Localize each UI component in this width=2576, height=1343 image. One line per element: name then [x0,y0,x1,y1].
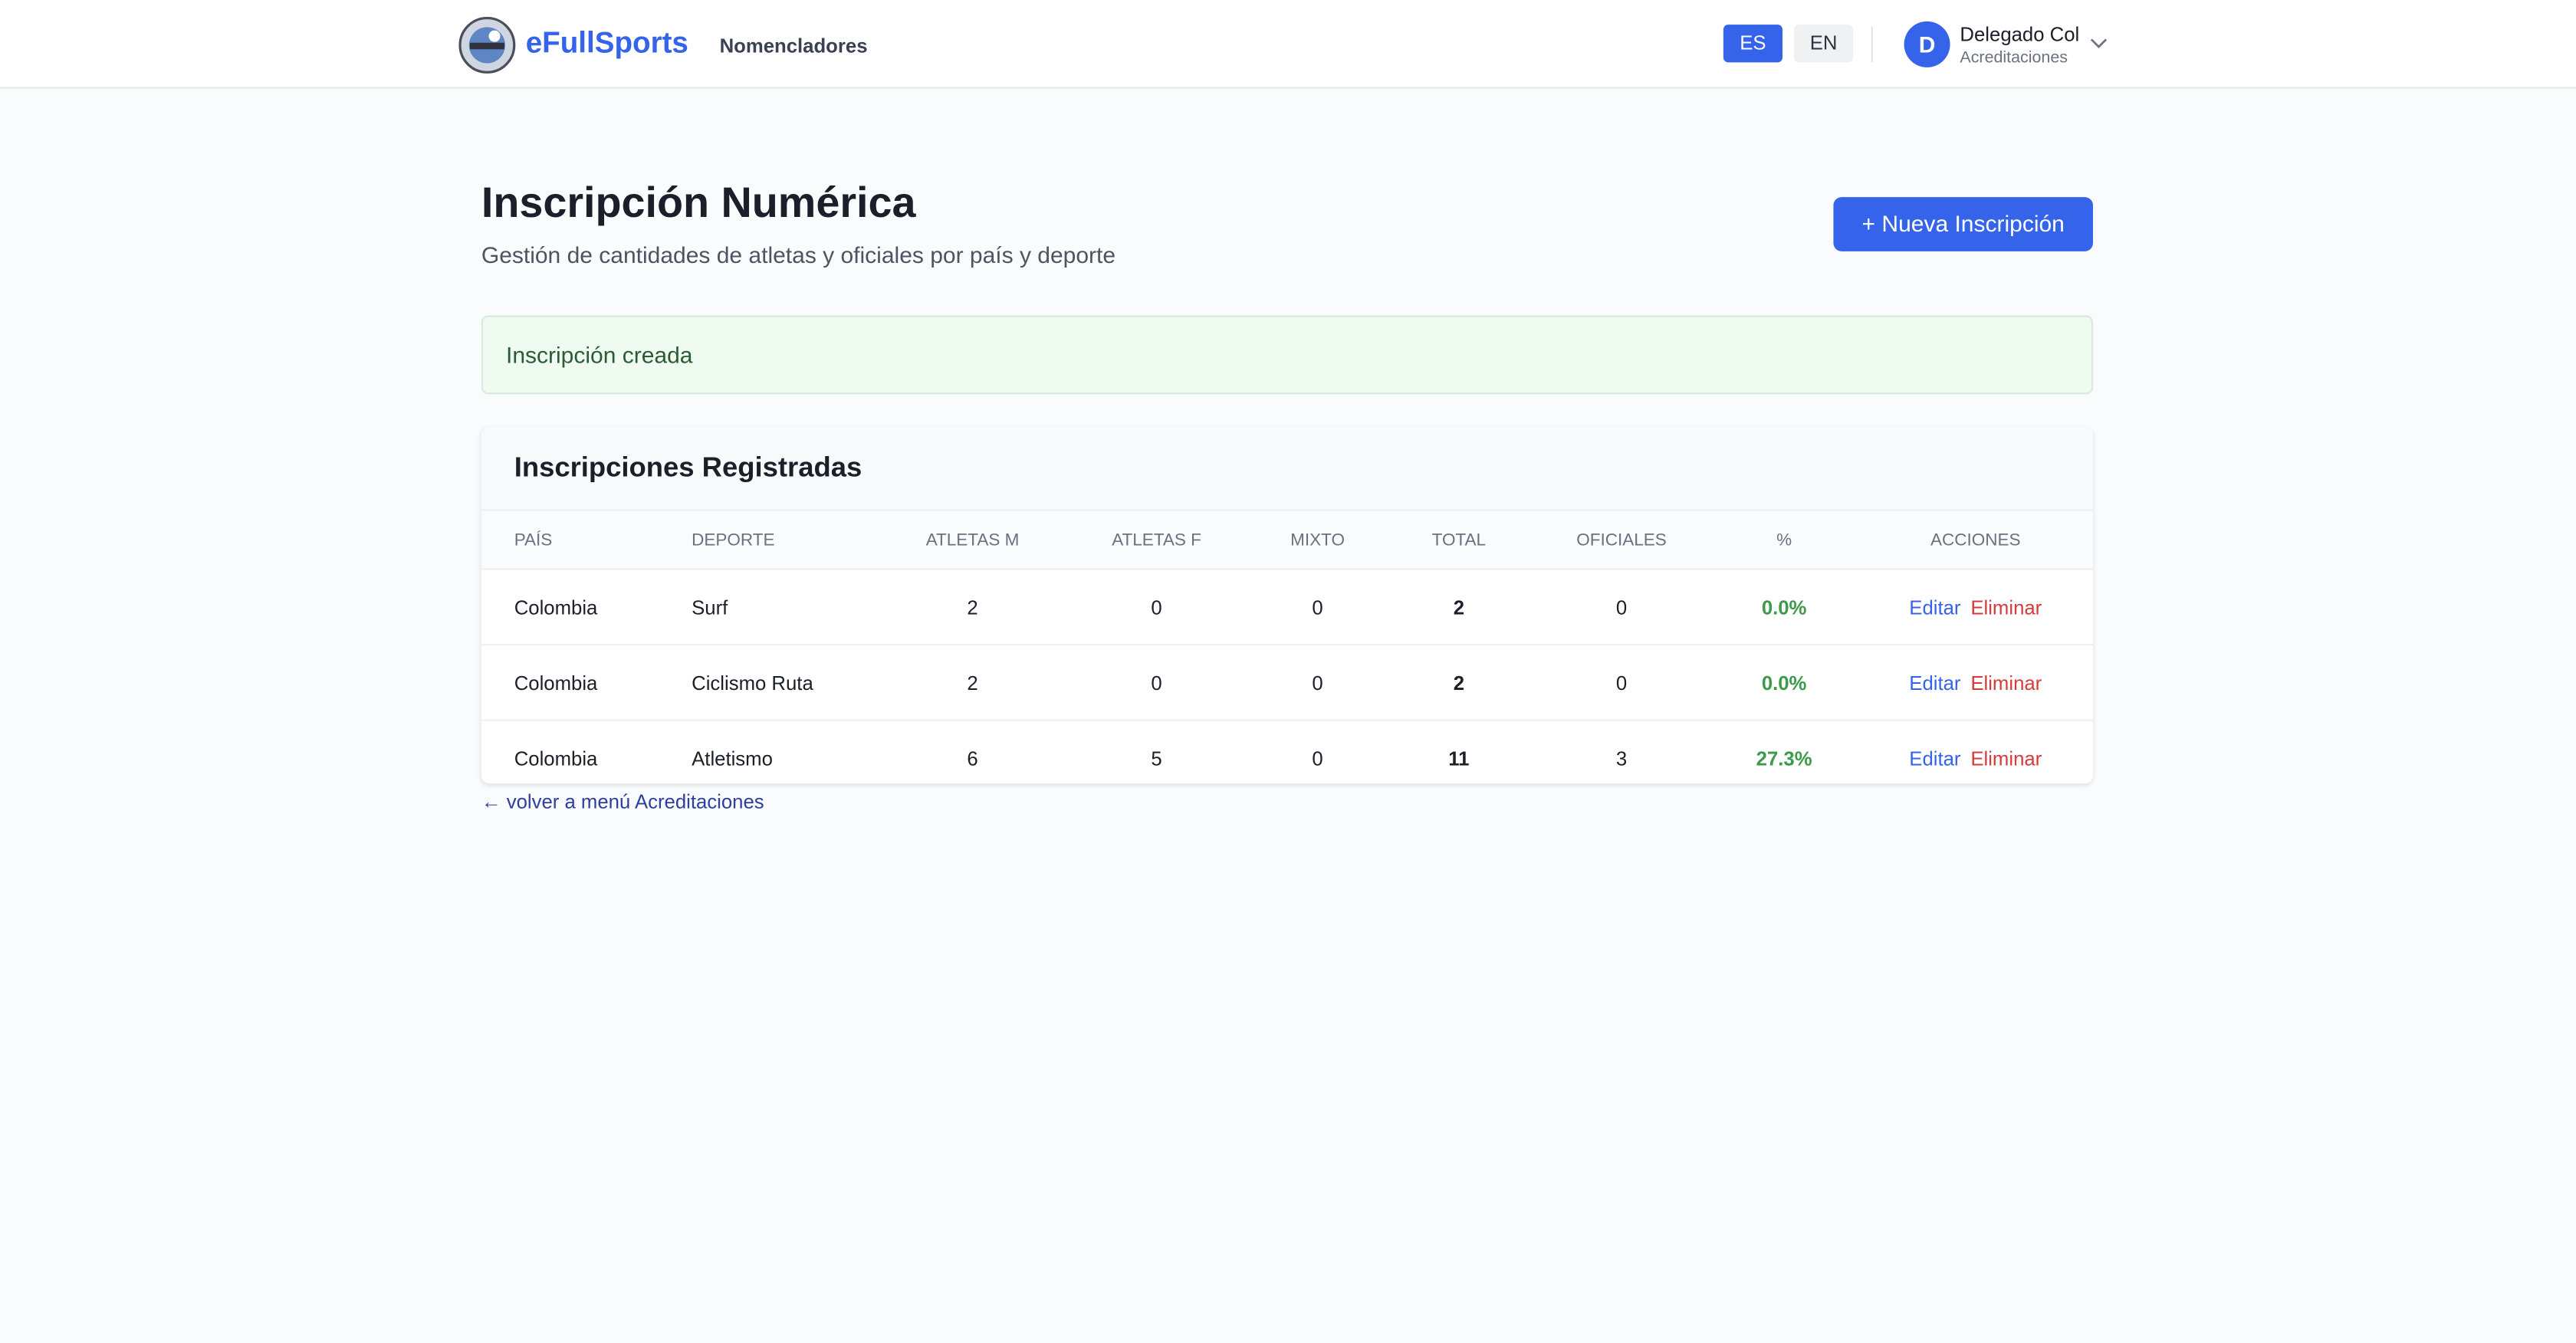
header-row: PAÍS DEPORTE ATLETAS M ATLETAS F MIXTO TOTAL O… [481,511,2093,570]
cell: 0 [1063,645,1250,721]
table-card: Inscripciones Registradas PAÍS DEPORTE ATL… [481,427,2093,784]
table-row: Colombia Ciclismo Ruta 2 0 0 2 0 0.0% Editar Elim… [481,645,2093,721]
delete-link[interactable]: Eliminar [1970,746,2042,770]
delete-link[interactable]: Eliminar [1970,595,2042,619]
column-header: OFICIALES [1533,511,1710,570]
cell: Ciclismo Ruta [659,645,882,721]
column-header: MIXTO [1250,511,1385,570]
user-name[interactable]: Delegado Col [1960,23,2080,46]
actions-cell: Editar Eliminar [1858,569,2093,646]
cell: Colombia [481,569,659,646]
column-header: TOTAL [1385,511,1533,570]
table: PAÍS DEPORTE ATLETAS M ATLETAS F MIXTO TOTAL O… [481,511,2093,783]
avatar[interactable]: D [1904,21,1950,67]
cell: 6 [967,746,978,770]
lang-button[interactable]: ES [1723,25,1783,63]
table-row: Colombia Atletismo 6 5 0 11 3 27.3% Editar Elimin… [481,721,2093,784]
cell: Colombia [514,746,598,770]
alert: Inscripción creada [481,315,2093,395]
edit-link[interactable]: Editar [1909,595,1961,619]
chevron[interactable] [2090,38,2108,49]
cell: Colombia [481,645,659,721]
edit-link[interactable]: Editar [1909,746,1961,770]
actions-cell: Editar Eliminar [1858,645,2093,721]
cell: 27.3% [1756,746,1812,770]
cell: 2 [1385,645,1533,721]
cell: 0.0% [1710,645,1858,721]
page-title: Inscripción Numérica [481,177,916,227]
cell: 5 [1151,746,1162,770]
top-bar: eFullSports Nomencladores ES EN D Delega… [0,0,2576,89]
new-button[interactable]: + Nueva Inscripción [1833,197,2093,251]
cell: 2 [1385,569,1533,646]
cell: 3 [1615,746,1628,770]
cell: 0 [1533,569,1710,646]
column-header: % [1710,511,1858,570]
cell: 0 [1063,569,1250,646]
brand[interactable]: eFullSports [525,26,688,60]
table-title: Inscripciones Registradas [481,427,2093,511]
back-link[interactable]: ← volver a menú Acreditaciones [481,790,764,813]
table-row: Colombia Surf 2 0 0 2 0 0.0% Editar Eliminar [481,569,2093,646]
cell: 2 [882,645,1063,721]
column-header: ATLETAS F [1063,511,1250,570]
column-header: DEPORTE [659,511,882,570]
table-body: Colombia Surf 2 0 0 2 0 0.0% Editar Eliminar Colom… [481,569,2093,784]
cell: 0 [1533,645,1710,721]
cell: Atletismo [692,746,773,770]
column-header: PAÍS [481,511,659,570]
cell: 0 [1312,746,1323,770]
cell: 0 [1250,569,1385,646]
page-subtitle: Gestión de cantidades de atletas y ofici… [481,241,1116,268]
lang-button[interactable]: EN [1794,25,1854,63]
actions-cell: Editar Eliminar [1858,721,2093,784]
column-header: ACCIONES [1858,511,2093,570]
column-header: ATLETAS M [882,511,1063,570]
user-role: Acreditaciones [1960,49,2068,67]
divider [1871,26,1873,63]
logo[interactable] [458,16,516,74]
edit-link[interactable]: Editar [1909,671,1961,694]
cell: Surf [659,569,882,646]
cell: 2 [882,569,1063,646]
cell: 0 [1250,645,1385,721]
cell: 11 [1448,746,1470,770]
cell: 0.0% [1710,569,1858,646]
delete-link[interactable]: Eliminar [1970,671,2042,694]
nav-link[interactable]: Nomencladores [719,34,868,57]
